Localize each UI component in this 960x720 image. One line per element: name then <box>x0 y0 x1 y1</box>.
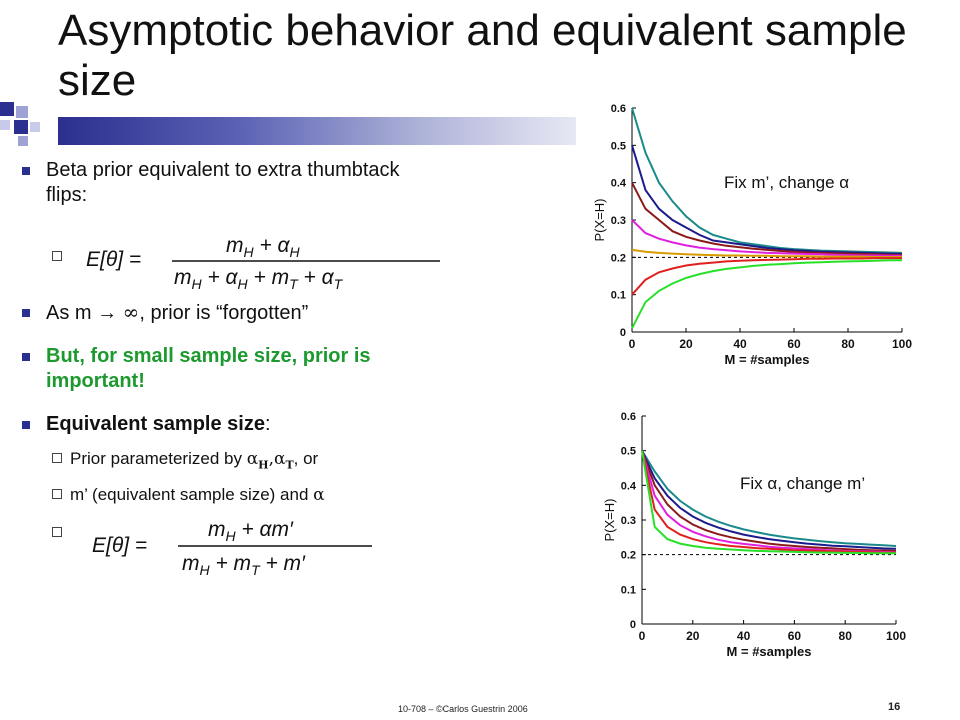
series-line-3 <box>631 219 902 257</box>
svg-text:mH + αH: mH + αH <box>226 234 301 260</box>
infinity-symbol: ∞ <box>122 300 140 324</box>
hollow-bullet-icon <box>52 251 62 261</box>
x-tick-label: 80 <box>839 629 853 643</box>
x-tick-label: 100 <box>886 629 906 643</box>
bullet-square-icon <box>22 167 30 175</box>
bullet-text-suffix: , prior is “forgotten” <box>139 302 309 324</box>
bullet-square-icon <box>22 353 30 361</box>
series-line-6 <box>631 259 902 329</box>
hollow-bullet-icon <box>52 453 62 463</box>
y-tick-label: 0.2 <box>621 550 636 562</box>
y-tick-label: 0.6 <box>621 411 636 423</box>
series-line-2 <box>631 182 903 257</box>
bullet-text-rest: : <box>264 413 271 435</box>
title-decoration <box>0 102 40 146</box>
svg-text:E[θ] =: E[θ] = <box>92 534 147 557</box>
hollow-bullet-icon <box>52 489 62 499</box>
formula-expected-theta-2: E[θ] = mH + αm′ mH + mT + m′ <box>92 518 372 578</box>
slide-footer: 10-708 – ©Carlos Guestrin 2006 <box>398 704 528 714</box>
alpha-h-alpha-t-symbols: αH,αT <box>246 449 294 472</box>
bullet-text-prefix: As m → <box>46 302 123 324</box>
svg-text:E[θ] =: E[θ] = <box>86 248 141 271</box>
x-tick-label: 60 <box>788 629 802 643</box>
x-tick-label: 40 <box>737 629 751 643</box>
y-tick-label: 0.3 <box>621 515 636 527</box>
chart-fix-alpha-change-m: 0 0.1 0.2 0.3 0.4 0.5 0.6 0 20 40 60 80 100 M = #samp… <box>590 404 920 670</box>
y-axis-label: P(X=H) <box>592 199 607 242</box>
alpha-symbol: α <box>313 485 325 505</box>
bullet-square-icon <box>22 421 30 429</box>
series-line-0 <box>641 450 897 547</box>
bullet-text: But, for small sample size, prior is imp… <box>46 345 371 392</box>
sub-bullet-prior-params: Prior parameterized by αH,αT, or <box>52 448 318 476</box>
y-tick-label: 0.3 <box>611 215 626 227</box>
svg-text:mH + αH + mT + αT: mH + αH + mT + αT <box>174 266 344 292</box>
x-tick-label: 0 <box>639 629 646 643</box>
y-tick-label: 0.4 <box>621 480 637 492</box>
x-tick-label: 40 <box>733 337 747 351</box>
y-tick-label: 0.6 <box>611 103 626 115</box>
x-tick-label: 80 <box>841 337 855 351</box>
x-tick-label: 100 <box>892 337 912 351</box>
page-number: 16 <box>888 701 901 713</box>
svg-text:mH + mT + m′: mH + mT + m′ <box>182 552 306 578</box>
x-tick-label: 20 <box>679 337 693 351</box>
y-tick-label: 0.2 <box>611 252 626 264</box>
y-axis-label: P(X=H) <box>602 499 617 542</box>
series-line-0 <box>631 107 903 254</box>
chart-top-label: Fix m’, change α <box>722 173 852 193</box>
x-axis-label: M = #samples <box>727 644 812 659</box>
svg-text:mH + αm′: mH + αm′ <box>208 518 294 544</box>
bullet-equivalent-sample-size: Equivalent sample size: <box>22 412 271 437</box>
bullet-text-bold: Equivalent sample size <box>46 413 265 435</box>
y-tick-label: 0.1 <box>611 290 626 302</box>
series-line-1 <box>641 450 897 550</box>
series-line-5 <box>631 257 902 296</box>
y-tick-label: 0.5 <box>621 446 636 458</box>
y-tick-label: 0 <box>620 327 626 339</box>
bullet-asymptotic: As m → ∞, prior is “forgotten” <box>22 300 308 326</box>
title-bar <box>58 117 576 145</box>
chart-background <box>590 96 920 378</box>
series-line-1 <box>631 145 903 255</box>
sub-bullet-text: m’ (equivalent sample size) and <box>70 485 314 504</box>
chart-fix-m-change-alpha: 0 0.1 0.2 0.3 0.4 0.5 0.6 0 20 40 60 80 100 M = #samp… <box>590 96 920 378</box>
sub-bullet-suffix: , or <box>293 449 319 468</box>
chart-bottom-label: Fix α, change m’ <box>738 474 868 494</box>
y-tick-label: 0 <box>630 619 636 631</box>
x-tick-label: 60 <box>787 337 801 351</box>
x-axis-label: M = #samples <box>725 352 810 367</box>
bullet-beta-prior: Beta prior equivalent to extra thumbtack… <box>22 158 562 208</box>
series-line-4 <box>641 450 896 554</box>
sub-bullet-text: Prior parameterized by <box>70 449 247 468</box>
sub-bullet-equivalent-m: m’ (equivalent sample size) and α <box>52 484 325 506</box>
x-tick-label: 20 <box>686 629 700 643</box>
series-line-4 <box>631 248 902 258</box>
slide-title: Asymptotic behavior and equivalent sampl… <box>58 6 907 105</box>
y-tick-label: 0.4 <box>611 178 627 190</box>
y-tick-label: 0.1 <box>621 584 636 596</box>
formula-expected-theta-1: E[θ] = mH + αH mH + αH + mT + αT <box>86 234 440 292</box>
bullet-square-icon <box>22 309 30 317</box>
y-tick-label: 0.5 <box>611 140 626 152</box>
bullet-small-sample: But, for small sample size, prior is imp… <box>22 344 462 394</box>
series-line-2 <box>641 450 897 552</box>
bullet-text: Beta prior equivalent to extra thumbtack… <box>46 159 400 206</box>
x-tick-label: 0 <box>629 337 636 351</box>
series-line-5 <box>641 450 896 555</box>
hollow-bullet-icon <box>52 527 62 537</box>
